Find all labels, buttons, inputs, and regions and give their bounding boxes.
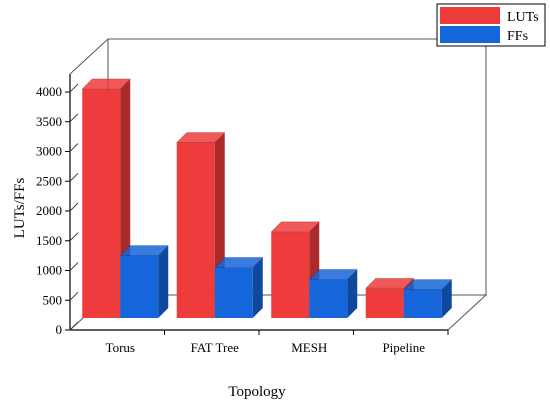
bar-front (403, 289, 442, 318)
y-tick-label: 3000 (36, 144, 62, 159)
bar-front (365, 288, 404, 318)
y-axis-ticks: 0 500 1000 1500 2000 2500 3000 3500 4000 (36, 83, 79, 337)
y-tick-label: 1500 (36, 233, 62, 248)
y-tick-label: 0 (56, 322, 63, 337)
y-tick-label: 2000 (36, 203, 62, 218)
y-tick-depth (69, 83, 79, 93)
x-axis-ticks: Torus FAT Tree MESH Pipeline (106, 330, 449, 355)
bar-side (252, 257, 263, 318)
bar-front (82, 88, 121, 318)
bar-front (176, 142, 215, 318)
y-tick-label: 2500 (36, 173, 62, 188)
x-tick-label: FAT Tree (191, 340, 240, 355)
y-tick-depth (69, 262, 79, 271)
y-tick-label: 1000 (36, 263, 62, 278)
bar-side (441, 279, 452, 318)
y-tick-depth (69, 321, 79, 331)
legend-swatch-ffs (440, 26, 500, 43)
x-axis-title: Topology (228, 384, 286, 400)
legend-swatch-luts (440, 7, 500, 24)
bar-front (214, 267, 253, 318)
x-tick-label: Torus (106, 340, 135, 355)
bar-side (347, 269, 358, 318)
x-tick-label: MESH (291, 340, 327, 355)
y-tick-depth (69, 172, 79, 182)
y-tick-depth (69, 202, 79, 212)
legend-label-ffs: FFs (507, 29, 528, 44)
legend: LUTs FFs (436, 3, 546, 47)
bars (81, 78, 453, 318)
y-tick-depth (69, 113, 79, 123)
bar-ffs-mesh (308, 268, 359, 318)
x-tick-label: Pipeline (382, 340, 425, 355)
y-axis-title: LUTs/FFs (12, 178, 28, 239)
y-tick-label: 3500 (36, 114, 62, 129)
top-left-edge (69, 38, 109, 75)
bar-ffs-fat-tree (213, 256, 264, 318)
bar-side (158, 245, 169, 318)
bar-ffs-torus (119, 245, 170, 318)
bar-front (120, 255, 159, 318)
bar-ffs-pipeline (402, 278, 453, 318)
y-tick-depth (69, 232, 79, 242)
y-tick-label: 4000 (36, 84, 62, 99)
y-tick-label: 500 (43, 292, 63, 307)
y-tick-depth (69, 143, 79, 152)
legend-label-luts: LUTs (507, 10, 539, 25)
bar-front (271, 231, 310, 318)
y-tick-depth (69, 291, 79, 301)
bar-front (309, 279, 348, 318)
